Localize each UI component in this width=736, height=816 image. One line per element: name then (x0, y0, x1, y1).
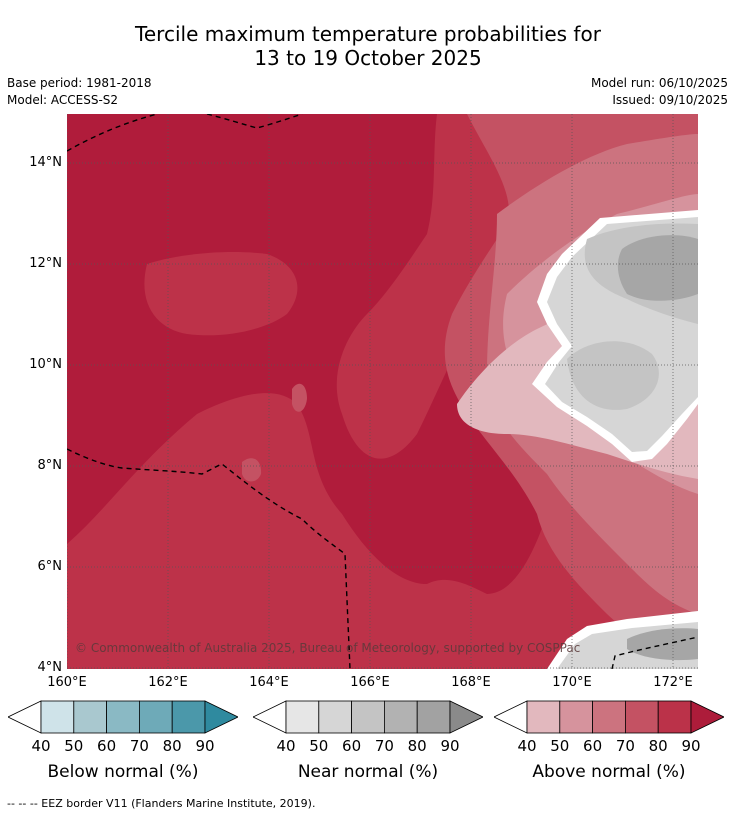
colorbar-segment (138, 700, 173, 734)
issued-date: Issued: 09/10/2025 (612, 93, 728, 107)
island-patch (292, 383, 307, 412)
title-line-1: Tercile maximum temperature probabilitie… (135, 22, 601, 46)
colorbar-segment (657, 700, 692, 734)
latitude-label: 6°N (37, 559, 63, 574)
colorbar-tick-label: 40 (517, 737, 537, 755)
colorbar-tick-label: 80 (407, 737, 427, 755)
longitude-label: 168°E (451, 675, 491, 690)
colorbar-segment (318, 700, 353, 734)
colorbar-tick-label: 90 (195, 737, 215, 755)
colorbar-high-extension (204, 700, 239, 734)
longitude-label: 172°E (653, 675, 693, 690)
above-80-blob (144, 252, 298, 336)
latitude-label: 14°N (29, 155, 62, 170)
colorbar-high-extension (449, 700, 484, 734)
longitude-label: 160°E (47, 675, 87, 690)
colorbar-tick-label: 50 (550, 737, 570, 755)
colorbar-tick-label: 40 (31, 737, 51, 755)
colorbar (7, 700, 239, 734)
colorbar-legend: 40 50 60 70 80 90 Above normal (%) (493, 700, 725, 782)
colorbar-tick-label: 90 (681, 737, 701, 755)
eez-footnote: -- -- -- EEZ border V11 (Flanders Marine… (7, 797, 316, 810)
map-canvas (67, 114, 698, 669)
longitude-label: 166°E (350, 675, 390, 690)
colorbar-legend: 40 50 60 70 80 90 Near normal (%) (252, 700, 484, 782)
colorbar-tick-label: 40 (276, 737, 296, 755)
colorbar-tick-label: 70 (615, 737, 635, 755)
colorbar-segment (559, 700, 594, 734)
colorbar-caption: Below normal (%) (47, 762, 199, 782)
colorbar-caption: Near normal (%) (297, 762, 439, 782)
colorbar-tick-label: 90 (440, 737, 460, 755)
colorbar-high-extension (690, 700, 725, 734)
colorbar-tick-label: 50 (309, 737, 329, 755)
longitude-label: 164°E (249, 675, 289, 690)
latitude-label: 10°N (29, 357, 62, 372)
colorbar-segment (383, 700, 418, 734)
title-line-2: 13 to 19 October 2025 (254, 46, 482, 70)
colorbar-caption: Above normal (%) (532, 762, 686, 782)
colorbar (252, 700, 484, 734)
above-80-region (67, 339, 698, 669)
colorbar-low-extension (252, 700, 287, 734)
colorbar-segment (40, 700, 75, 734)
island-patch-2 (242, 458, 262, 482)
probability-map (67, 114, 698, 669)
colorbar-segment (624, 700, 659, 734)
colorbar-low-extension (493, 700, 528, 734)
meta-left: Base period: 1981-2018 Model: ACCESS-S2 (7, 75, 152, 109)
colorbar-tick-label: 60 (97, 737, 117, 755)
latitude-label: 4°N (37, 660, 63, 675)
near-60-region (617, 235, 698, 301)
colorbar-segment (106, 700, 140, 734)
colorbar-segment (171, 700, 206, 734)
colorbar-tick-label: 60 (342, 737, 362, 755)
colorbar (493, 700, 725, 734)
eez-borders (67, 114, 698, 669)
colorbar-segment (73, 700, 108, 734)
colorbar-tick-label: 50 (64, 737, 84, 755)
meta-right: Model run: 06/10/2025 Issued: 09/10/2025 (591, 75, 728, 109)
colorbar-tick-label: 80 (162, 737, 182, 755)
colorbar-tick-label: 70 (129, 737, 149, 755)
longitude-label: 170°E (552, 675, 592, 690)
colorbar-segment (351, 700, 385, 734)
copyright-notice: © Commonwealth of Australia 2025, Bureau… (75, 641, 581, 655)
colorbar-legend: 40 50 60 70 80 90 Below normal (%) (7, 700, 239, 782)
near-50-region-south (567, 341, 659, 410)
colorbar-tick-label: 80 (648, 737, 668, 755)
model-name: Model: ACCESS-S2 (7, 93, 119, 107)
colorbar-segment (285, 700, 320, 734)
near-60-south (627, 628, 698, 661)
colorbar-segment (592, 700, 626, 734)
colorbar-tick-label: 70 (374, 737, 394, 755)
latitude-label: 12°N (29, 256, 62, 271)
model-run: Model run: 06/10/2025 (590, 76, 728, 90)
colorbar-low-extension (7, 700, 42, 734)
map-title: Tercile maximum temperature probabilitie… (0, 22, 736, 70)
colorbar-segment (416, 700, 451, 734)
latitude-label: 8°N (37, 458, 63, 473)
base-period: Base period: 1981-2018 (7, 76, 152, 90)
colorbar-tick-label: 60 (583, 737, 603, 755)
longitude-label: 162°E (148, 675, 188, 690)
colorbar-segment (526, 700, 561, 734)
gridlines (67, 114, 698, 669)
